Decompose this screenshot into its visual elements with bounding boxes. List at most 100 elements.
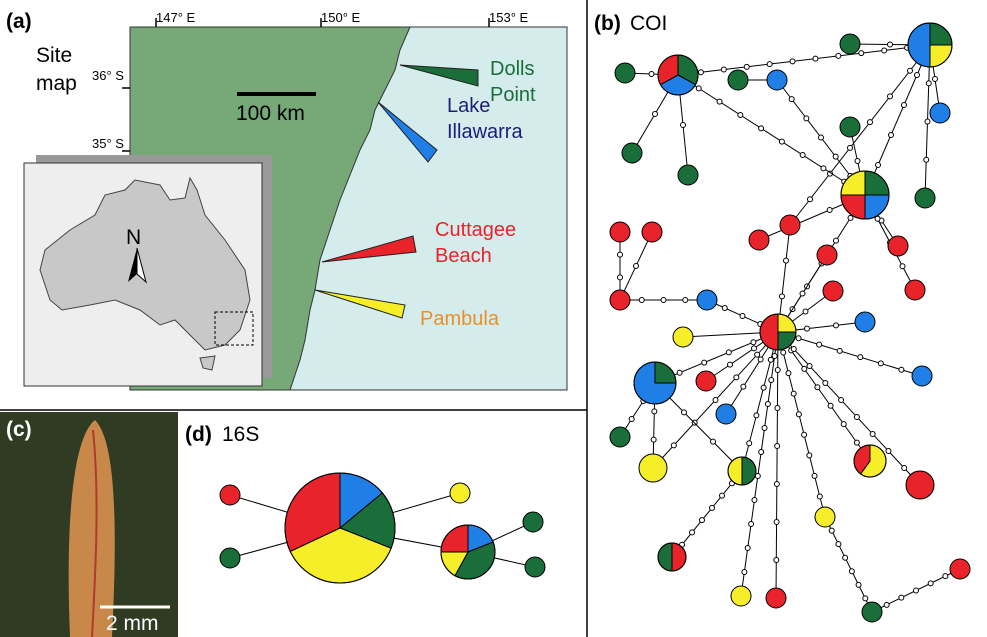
haplotype [888, 236, 908, 256]
median-vector [759, 450, 764, 455]
median-vector [837, 348, 842, 353]
median-vector [639, 298, 644, 303]
lon-tick: 150° E [321, 10, 361, 25]
median-vector [848, 215, 853, 220]
median-vector [889, 133, 894, 138]
median-vector [829, 528, 834, 533]
median-vector [888, 42, 893, 47]
median-vector [651, 437, 656, 442]
median-vector [779, 139, 784, 144]
panel-label: (b) [594, 12, 621, 35]
haplotype [767, 70, 787, 90]
median-vector [774, 482, 779, 487]
median-vector [671, 443, 676, 448]
haplotype [930, 103, 950, 123]
median-vector [796, 336, 801, 341]
median-vector [933, 77, 938, 82]
haplotype [525, 557, 545, 577]
panel-label: (c) [6, 418, 32, 441]
median-vector [726, 350, 731, 355]
edge [778, 332, 825, 517]
haplotype [912, 366, 932, 386]
panel-title: map [36, 72, 77, 95]
median-vector [728, 362, 733, 367]
haplotype [950, 559, 970, 579]
median-vector [834, 238, 839, 243]
haplotype-slice [658, 543, 672, 571]
panel-title: COI [630, 12, 667, 35]
median-vector [745, 546, 750, 551]
median-vector [796, 412, 801, 417]
median-vector [772, 354, 777, 359]
haplotype-slice [672, 543, 686, 571]
haplotype [906, 471, 934, 499]
edge [678, 75, 865, 195]
median-vector [744, 64, 749, 69]
median-vector [802, 432, 807, 437]
haplotype [696, 371, 716, 391]
median-vector [884, 602, 889, 607]
scale-label: 2 mm [106, 612, 159, 635]
median-vector [856, 582, 861, 587]
site-label: Dolls [490, 58, 534, 80]
median-vector [817, 494, 822, 499]
scale-label: 100 km [236, 102, 305, 125]
median-vector [849, 569, 854, 574]
edge [678, 45, 930, 75]
median-vector [868, 120, 873, 125]
haplotype [523, 512, 543, 532]
median-vector [789, 97, 794, 102]
haplotype [639, 454, 667, 482]
median-vector [747, 441, 752, 446]
median-vector [761, 385, 766, 390]
haplotype [855, 312, 875, 332]
median-vector [839, 398, 844, 403]
median-vector [762, 426, 767, 431]
median-vector [902, 466, 907, 471]
median-vector [908, 68, 913, 73]
median-vector [784, 258, 789, 263]
site-label: Illawarra [447, 121, 523, 143]
median-vector [721, 67, 726, 72]
median-vector [815, 385, 820, 390]
median-vector [915, 73, 920, 78]
haplotype [610, 222, 630, 242]
haplotype [862, 602, 882, 622]
median-vector [791, 391, 796, 396]
figure: 147° E 150° E 153° E 36° S 35° S (a) Sit… [0, 0, 987, 637]
median-vector [858, 355, 863, 360]
haplotype [642, 222, 662, 242]
median-vector [807, 364, 812, 369]
median-vector [722, 306, 727, 311]
median-vector [854, 440, 859, 445]
median-vector [819, 135, 824, 140]
median-vector [758, 357, 763, 362]
haplotype [915, 188, 935, 208]
haplotype [220, 548, 240, 568]
haplotype-slice [760, 314, 778, 350]
coi-network [610, 23, 970, 622]
median-vector [774, 520, 779, 525]
median-vector [812, 473, 817, 478]
median-vector [775, 444, 780, 449]
median-vector [741, 384, 746, 389]
median-vector [717, 99, 722, 104]
median-vector [677, 370, 682, 375]
median-vector [791, 347, 796, 352]
median-vector [943, 574, 948, 579]
median-vector [854, 415, 859, 420]
median-vector [681, 123, 686, 128]
haplotype [716, 404, 736, 424]
median-vector [807, 453, 812, 458]
site-label: Pambula [420, 308, 500, 330]
panel-label: (d) [185, 423, 212, 446]
median-vector [902, 103, 907, 108]
median-vector [775, 368, 780, 373]
haplotype [840, 117, 860, 137]
median-vector [649, 72, 654, 77]
haplotype [615, 63, 635, 83]
haplotype [815, 507, 835, 527]
median-vector [618, 275, 623, 280]
median-vector [928, 581, 933, 586]
median-vector [769, 378, 774, 383]
